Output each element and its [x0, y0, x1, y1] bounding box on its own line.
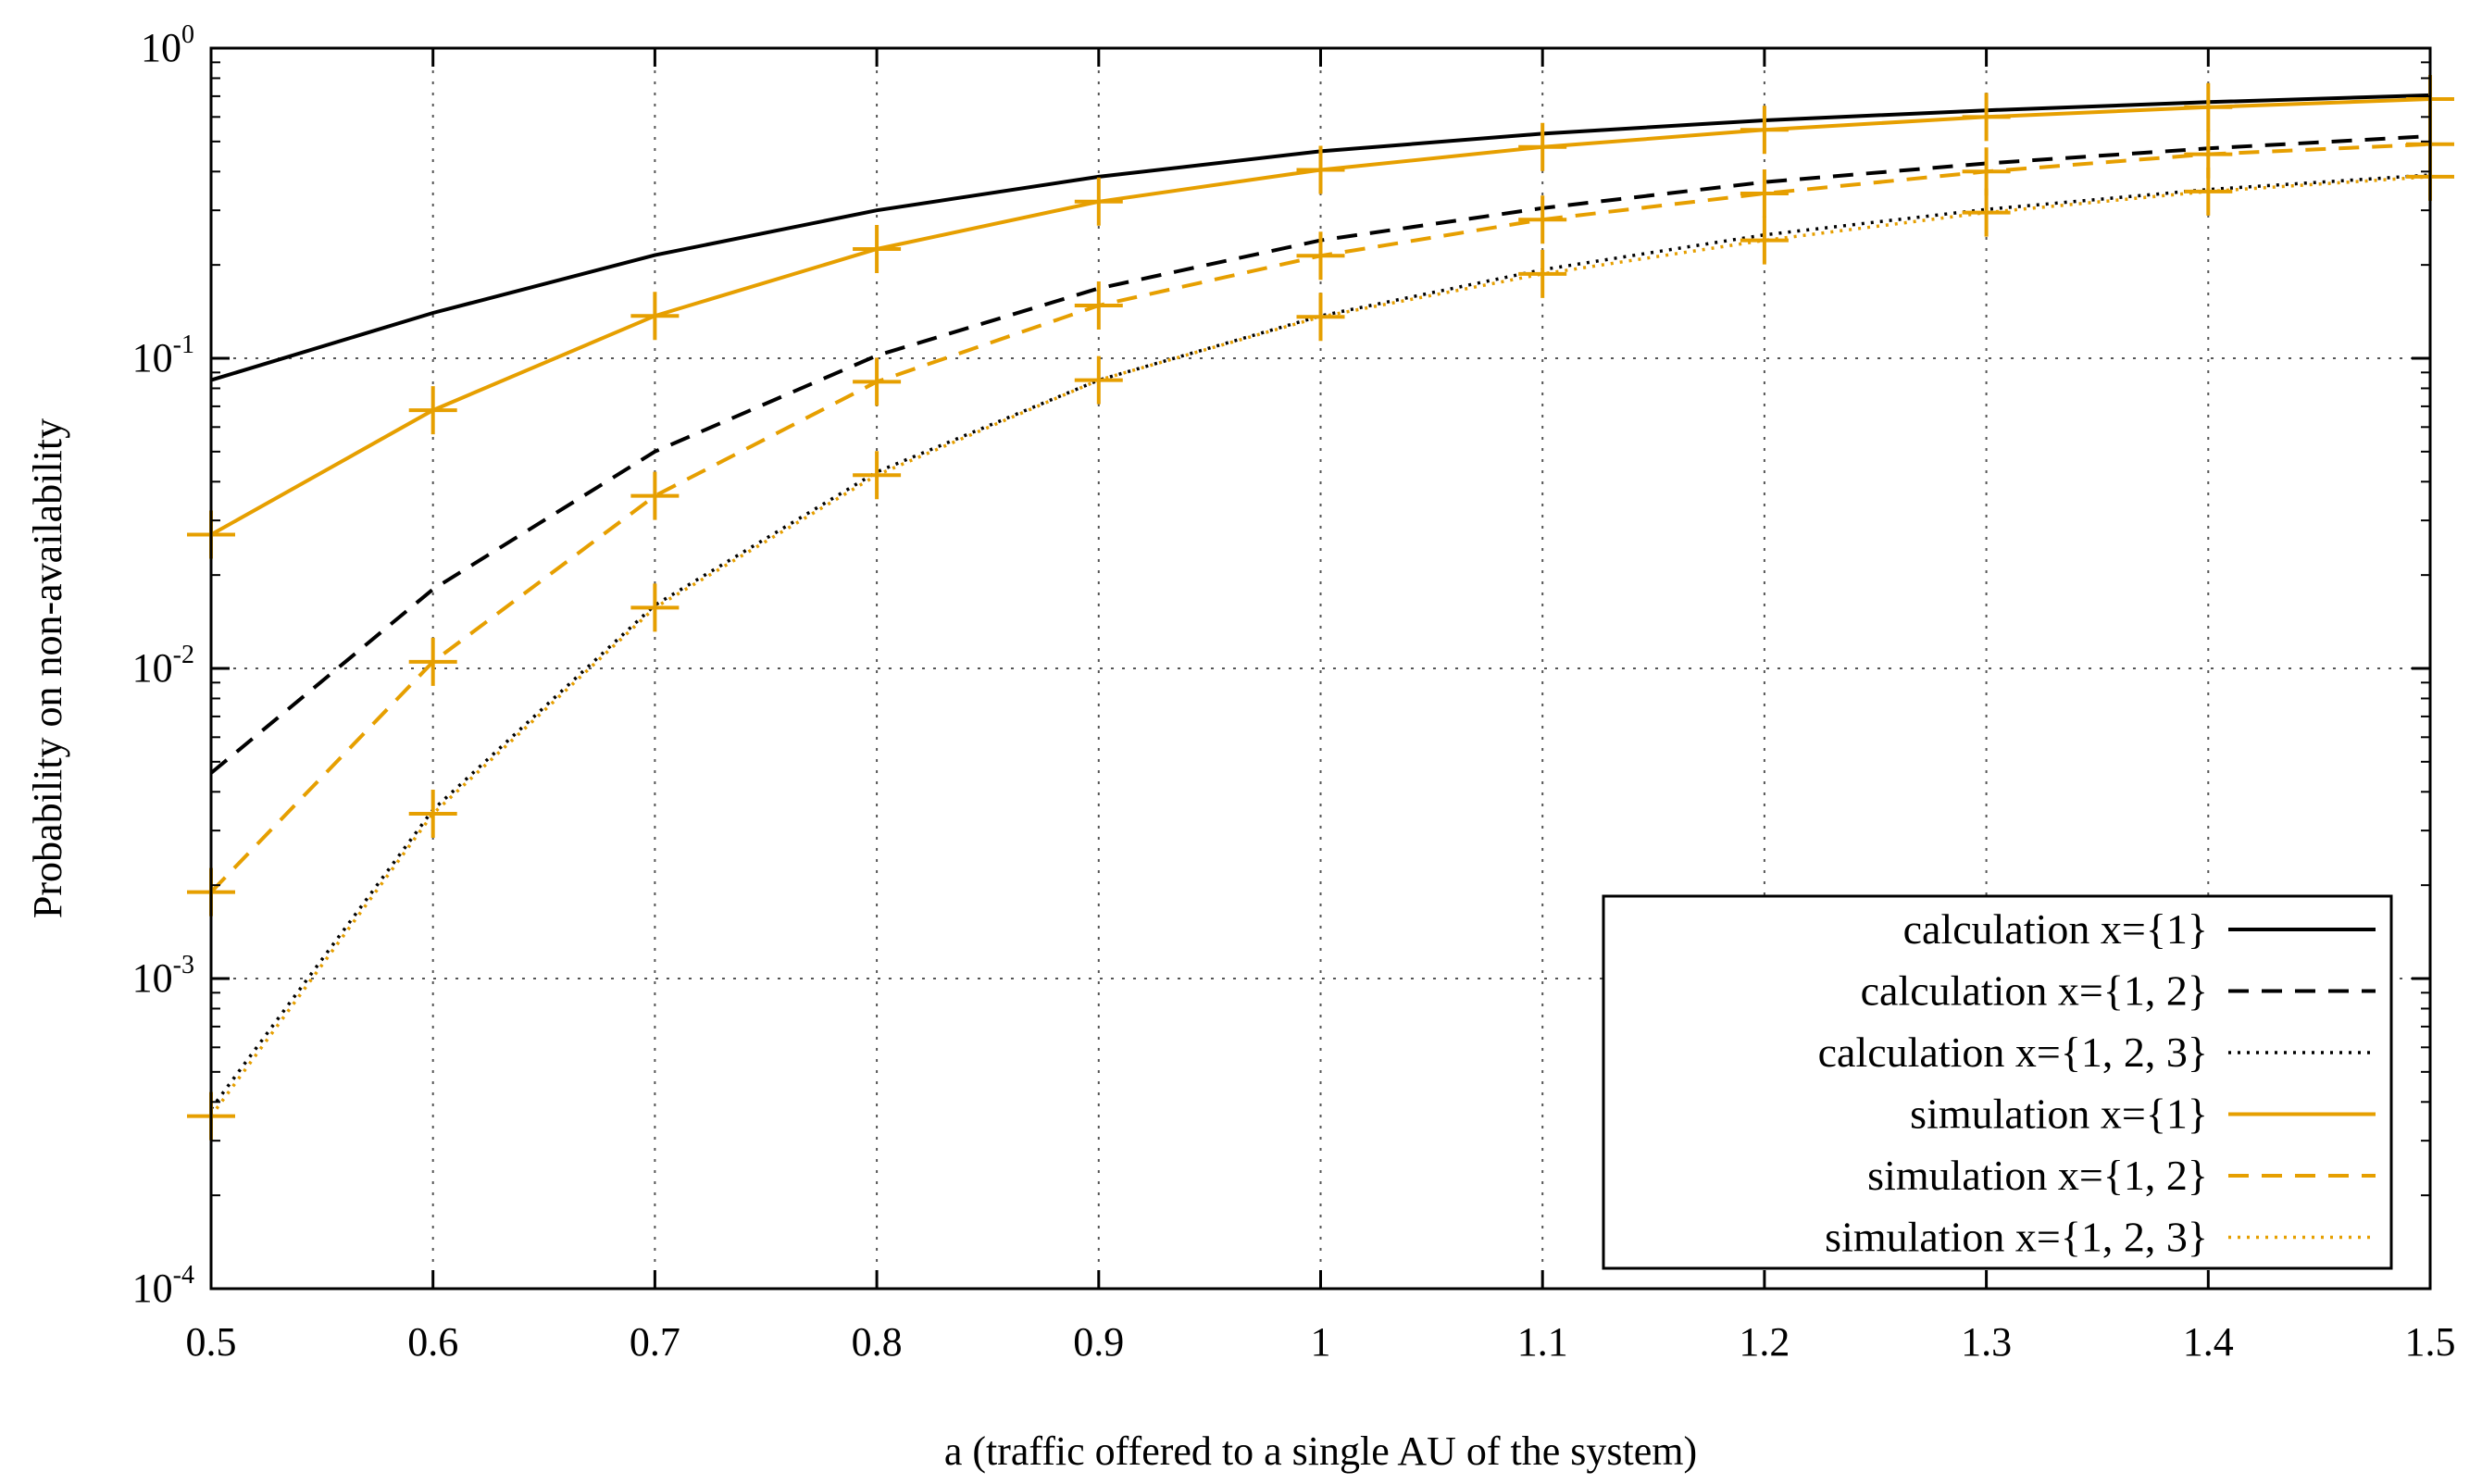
series-6-point	[630, 583, 680, 632]
series-5-point	[1074, 281, 1123, 330]
x-tick-label: 0.7	[630, 1319, 680, 1365]
series-5-point	[630, 471, 680, 520]
series-6-point	[1296, 293, 1345, 342]
series-4-point	[1296, 145, 1345, 194]
legend-label: calculation x={1, 2, 3}	[1818, 1029, 2208, 1076]
series-4-point	[853, 225, 902, 274]
x-tick-label: 1.2	[1739, 1319, 1790, 1365]
x-tick-label: 0.5	[186, 1319, 237, 1365]
series-4-point	[1740, 106, 1789, 155]
series-6-point	[2184, 167, 2233, 216]
series-4-point	[630, 292, 680, 341]
x-tick-label: 1.4	[2183, 1319, 2234, 1365]
series-markers	[187, 75, 2454, 1141]
y-tick-label: 10-1	[132, 330, 194, 380]
legend-label: simulation x={1, 2}	[1867, 1152, 2208, 1199]
legend-label: simulation x={1}	[1910, 1091, 2208, 1138]
axis-ticks: 0.5 0.6 0.7 0.8 0.9 1 1.1 1.2 1.3 1.4 1.5 100 10-1 10…	[132, 20, 2456, 1365]
series-6-point	[1962, 188, 2011, 237]
x-tick-label: 0.6	[407, 1319, 458, 1365]
series-line-2	[209, 134, 2431, 775]
legend-label: simulation x={1, 2, 3}	[1825, 1214, 2208, 1261]
series-4-point	[1074, 177, 1123, 226]
series-6-point	[1074, 355, 1123, 405]
legend-label: calculation x={1, 2}	[1861, 967, 2208, 1015]
series-4-point	[1962, 93, 2011, 142]
series-5-point	[1296, 231, 1345, 281]
series-6-point	[1518, 249, 1567, 298]
series-6-point	[1740, 216, 1789, 265]
legend: calculation x={1} calculation x={1, 2} cal…	[1602, 894, 2393, 1270]
x-tick-label: 1.1	[1517, 1319, 1568, 1365]
y-tick-label: 10-4	[132, 1261, 194, 1311]
series-4-point	[1518, 122, 1567, 171]
x-tick-label: 1.5	[2405, 1319, 2456, 1365]
series-4-point	[2184, 82, 2233, 131]
legend-label: calculation x={1}	[1903, 905, 2208, 953]
series-5-point	[853, 357, 902, 406]
x-tick-label: 1	[1311, 1319, 1331, 1365]
series-6-point	[853, 451, 902, 500]
y-tick-label: 100	[141, 20, 194, 70]
series-4-point	[408, 386, 457, 435]
series-5-point	[1962, 147, 2011, 196]
x-tick-label: 1.3	[1961, 1319, 2012, 1365]
x-axis-title: a (traffic offered to a single AU of the…	[944, 1428, 1697, 1474]
x-tick-label: 0.8	[852, 1319, 903, 1365]
x-tick-label: 0.9	[1073, 1319, 1124, 1365]
y-tick-label: 10-2	[132, 641, 194, 691]
series-5-point	[408, 637, 457, 686]
series-5-point	[1518, 195, 1567, 244]
series-5-point	[1740, 168, 1789, 218]
series-6-point	[408, 789, 457, 838]
y-axis-title: Probability on non-availability	[25, 418, 70, 918]
legend-box	[1602, 894, 2393, 1270]
y-tick-label: 10-3	[132, 951, 194, 1001]
